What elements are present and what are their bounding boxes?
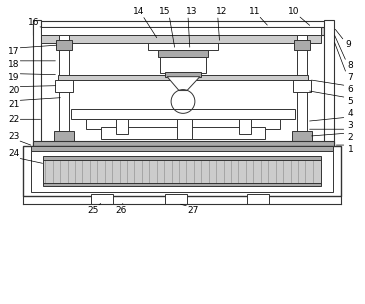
Bar <box>160 57 206 73</box>
Bar <box>294 40 310 50</box>
Text: 1: 1 <box>347 144 353 154</box>
Bar <box>56 40 72 50</box>
Text: 9: 9 <box>346 40 351 50</box>
Bar <box>101 127 265 139</box>
Bar <box>33 27 328 35</box>
Text: 14: 14 <box>133 7 144 16</box>
Text: 13: 13 <box>186 7 198 16</box>
Bar <box>148 43 218 50</box>
Bar <box>43 158 321 184</box>
Bar <box>91 194 113 203</box>
Text: 24: 24 <box>8 150 19 158</box>
Text: 25: 25 <box>87 206 99 215</box>
Text: 21: 21 <box>8 100 19 109</box>
Text: 16: 16 <box>28 18 39 27</box>
Text: 4: 4 <box>347 109 353 118</box>
Bar <box>33 21 328 27</box>
Bar <box>247 194 269 203</box>
Bar <box>33 143 334 149</box>
Text: 5: 5 <box>347 97 353 106</box>
Polygon shape <box>167 77 200 91</box>
Bar <box>165 194 187 203</box>
Bar <box>43 156 321 160</box>
Bar <box>41 35 321 43</box>
Bar <box>324 20 334 149</box>
Text: 11: 11 <box>249 7 260 16</box>
Text: 3: 3 <box>347 121 353 130</box>
Bar <box>55 80 73 92</box>
Text: 7: 7 <box>347 73 353 82</box>
Bar <box>177 119 192 139</box>
Bar <box>23 146 341 195</box>
Bar <box>31 146 333 151</box>
Text: 2: 2 <box>347 133 353 142</box>
Text: 27: 27 <box>187 206 199 215</box>
Text: 19: 19 <box>8 73 19 82</box>
Text: 8: 8 <box>347 61 353 70</box>
Bar <box>86 119 280 129</box>
Text: 15: 15 <box>160 7 171 16</box>
Bar <box>54 131 74 141</box>
Bar <box>33 141 334 147</box>
Bar <box>158 50 208 57</box>
Bar <box>43 183 321 186</box>
Text: 10: 10 <box>288 7 300 16</box>
Text: 22: 22 <box>8 115 19 124</box>
Bar <box>58 75 308 80</box>
Text: 20: 20 <box>8 86 19 95</box>
Text: 26: 26 <box>115 206 126 215</box>
Text: 6: 6 <box>347 85 353 94</box>
Bar <box>59 35 69 141</box>
Bar <box>293 80 311 92</box>
Bar <box>239 119 251 134</box>
Bar <box>165 72 201 77</box>
Bar <box>292 131 312 141</box>
Bar <box>31 150 333 192</box>
Text: 18: 18 <box>8 60 19 69</box>
Bar <box>297 35 307 141</box>
Bar <box>71 109 295 119</box>
Bar <box>116 119 127 134</box>
Text: 12: 12 <box>216 7 227 16</box>
Bar <box>33 20 41 149</box>
Text: 23: 23 <box>8 132 19 141</box>
Text: 17: 17 <box>8 47 19 57</box>
Bar <box>41 27 321 35</box>
